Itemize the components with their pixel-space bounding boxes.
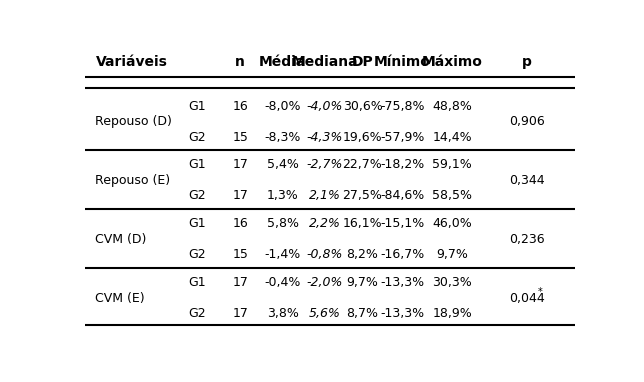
Text: 17: 17 [232, 159, 248, 172]
Text: 16: 16 [232, 100, 248, 113]
Text: 0,236: 0,236 [509, 233, 545, 246]
Text: -57,9%: -57,9% [380, 131, 424, 144]
Text: 30,3%: 30,3% [433, 276, 472, 289]
Text: -13,3%: -13,3% [381, 276, 424, 289]
Text: 0,344: 0,344 [509, 174, 545, 187]
Text: 0,906: 0,906 [509, 115, 545, 128]
Text: 46,0%: 46,0% [433, 217, 472, 230]
Text: -4,0%: -4,0% [307, 100, 343, 113]
Text: -0,4%: -0,4% [265, 276, 301, 289]
Text: Repouso (E): Repouso (E) [95, 174, 171, 187]
Text: -15,1%: -15,1% [381, 217, 424, 230]
Text: -16,7%: -16,7% [381, 248, 424, 261]
Text: Máximo: Máximo [422, 55, 483, 69]
Text: 17: 17 [232, 189, 248, 202]
Text: -84,6%: -84,6% [381, 189, 424, 202]
Text: -4,3%: -4,3% [307, 131, 343, 144]
Text: 0,044: 0,044 [509, 291, 545, 304]
Text: -75,8%: -75,8% [380, 100, 424, 113]
Text: 48,8%: 48,8% [432, 100, 472, 113]
Text: 16,1%: 16,1% [343, 217, 383, 230]
Text: CVM (D): CVM (D) [95, 233, 147, 246]
Text: DP: DP [352, 55, 374, 69]
Text: 5,4%: 5,4% [267, 159, 299, 172]
Text: -13,3%: -13,3% [381, 307, 424, 320]
Text: 1,3%: 1,3% [267, 189, 299, 202]
Text: 18,9%: 18,9% [433, 307, 472, 320]
Text: 27,5%: 27,5% [343, 189, 383, 202]
Text: -2,0%: -2,0% [307, 276, 343, 289]
Text: G2: G2 [188, 131, 205, 144]
Text: 17: 17 [232, 307, 248, 320]
Text: 5,6%: 5,6% [309, 307, 341, 320]
Text: 22,7%: 22,7% [343, 159, 383, 172]
Text: -2,7%: -2,7% [307, 159, 343, 172]
Text: G1: G1 [188, 276, 205, 289]
Text: 9,7%: 9,7% [437, 248, 468, 261]
Text: G2: G2 [188, 189, 205, 202]
Text: 59,1%: 59,1% [433, 159, 472, 172]
Text: 8,7%: 8,7% [346, 307, 379, 320]
Text: 19,6%: 19,6% [343, 131, 383, 144]
Text: 5,8%: 5,8% [267, 217, 299, 230]
Text: G1: G1 [188, 100, 205, 113]
Text: 8,2%: 8,2% [346, 248, 379, 261]
Text: -0,8%: -0,8% [307, 248, 343, 261]
Text: -8,3%: -8,3% [265, 131, 301, 144]
Text: 30,6%: 30,6% [343, 100, 383, 113]
Text: 2,1%: 2,1% [309, 189, 341, 202]
Text: G2: G2 [188, 307, 205, 320]
Text: Variáveis: Variáveis [95, 55, 167, 69]
Text: G1: G1 [188, 159, 205, 172]
Text: 2,2%: 2,2% [309, 217, 341, 230]
Text: 3,8%: 3,8% [267, 307, 299, 320]
Text: Mínimo: Mínimo [374, 55, 431, 69]
Text: p: p [522, 55, 532, 69]
Text: 58,5%: 58,5% [432, 189, 472, 202]
Text: CVM (E): CVM (E) [95, 291, 145, 304]
Text: n: n [235, 55, 245, 69]
Text: -8,0%: -8,0% [265, 100, 301, 113]
Text: 9,7%: 9,7% [346, 276, 379, 289]
Text: 16: 16 [232, 217, 248, 230]
Text: 15: 15 [232, 131, 248, 144]
Text: 17: 17 [232, 276, 248, 289]
Text: *: * [538, 286, 543, 296]
Text: -1,4%: -1,4% [265, 248, 301, 261]
Text: Média: Média [259, 55, 307, 69]
Text: G2: G2 [188, 248, 205, 261]
Text: 14,4%: 14,4% [433, 131, 472, 144]
Text: Repouso (D): Repouso (D) [95, 115, 173, 128]
Text: 15: 15 [232, 248, 248, 261]
Text: -18,2%: -18,2% [381, 159, 424, 172]
Text: Mediana: Mediana [292, 55, 358, 69]
Text: G1: G1 [188, 217, 205, 230]
